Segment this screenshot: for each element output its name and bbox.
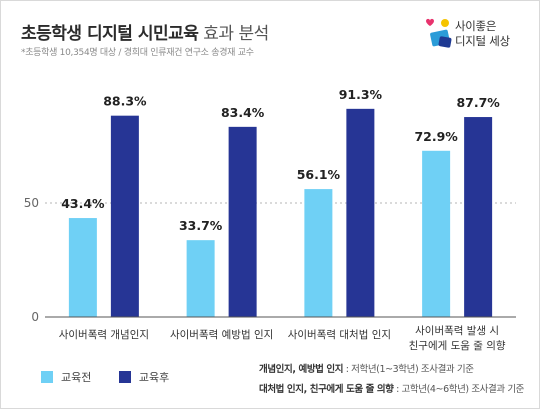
legend-swatch-before [41, 371, 53, 383]
data-label: 56.1% [297, 167, 341, 182]
data-label: 88.3% [103, 94, 147, 109]
legend-label-before: 교육전 [61, 371, 92, 384]
brand-mark-icon [426, 18, 452, 48]
bar-after [464, 117, 493, 317]
x-tick-label: 사이버폭력 대처법 인지 [288, 329, 391, 341]
footnote-value: : 고학년(4~6학년) 조사결과 기준 [393, 384, 524, 395]
footnote-lower-grades: 개념인지, 예방법 인지 : 저학년(1~3학년) 조사결과 기준 [259, 361, 474, 375]
data-label: 83.4% [221, 105, 265, 120]
y-tick-label: 50 [24, 196, 39, 210]
brand-line1: 사이좋은 [455, 19, 497, 33]
footnote-key: 대처법 인지, 친구에게 도움 줄 의향 [259, 384, 394, 395]
legend: 교육전 교육후 [41, 369, 193, 386]
footnote-value: : 저학년(1~3학년) 조사결과 기준 [343, 364, 474, 375]
subtitle: *초등학생 10,354명 대상 / 경희대 인류재건 연구소 송경재 교수 [21, 48, 254, 58]
bar-before [68, 218, 97, 317]
legend-item-after: 교육후 [118, 369, 170, 385]
brand-logo: 사이좋은 디지털 세상 [425, 17, 535, 57]
x-tick-label: 친구에게 도움 줄 의향 [409, 340, 506, 352]
footnote-upper-grades: 대처법 인지, 친구에게 도움 줄 의향 : 고학년(4~6학년) 조사결과 기… [259, 381, 524, 395]
bar-after [346, 108, 375, 317]
bar-after [110, 115, 139, 318]
page-title: 초등학생 디지털 시민교육 효과 분석 [21, 19, 269, 44]
data-label: 43.4% [61, 196, 105, 211]
brand-line2: 디지털 세상 [455, 34, 510, 48]
title-light: 효과 분석 [203, 24, 269, 44]
x-tick-label: 사이버폭력 예방법 인지 [170, 328, 273, 341]
data-label: 33.7% [179, 218, 223, 233]
data-label: 87.7% [456, 95, 500, 110]
data-label: 91.3% [339, 87, 383, 102]
bar-after [228, 126, 257, 318]
x-tick-label: 사이버폭력 개념인지 [59, 329, 149, 341]
legend-swatch-after [118, 371, 131, 383]
bar-before [186, 240, 215, 317]
footnote-key: 개념인지, 예방법 인지 [259, 364, 344, 375]
title-bold: 초등학생 디지털 시민교육 [21, 24, 199, 44]
bar-before [304, 189, 333, 317]
x-tick-label: 사이버폭력 발생 시 [415, 325, 499, 337]
legend-item-before: 교육전 [41, 369, 91, 385]
bar-before [422, 150, 451, 317]
data-label: 72.9% [414, 129, 458, 144]
brand-name: 사이좋은 디지털 세상 [455, 19, 510, 49]
y-tick-label: 0 [31, 310, 39, 324]
legend-label-after: 교육후 [138, 371, 170, 384]
